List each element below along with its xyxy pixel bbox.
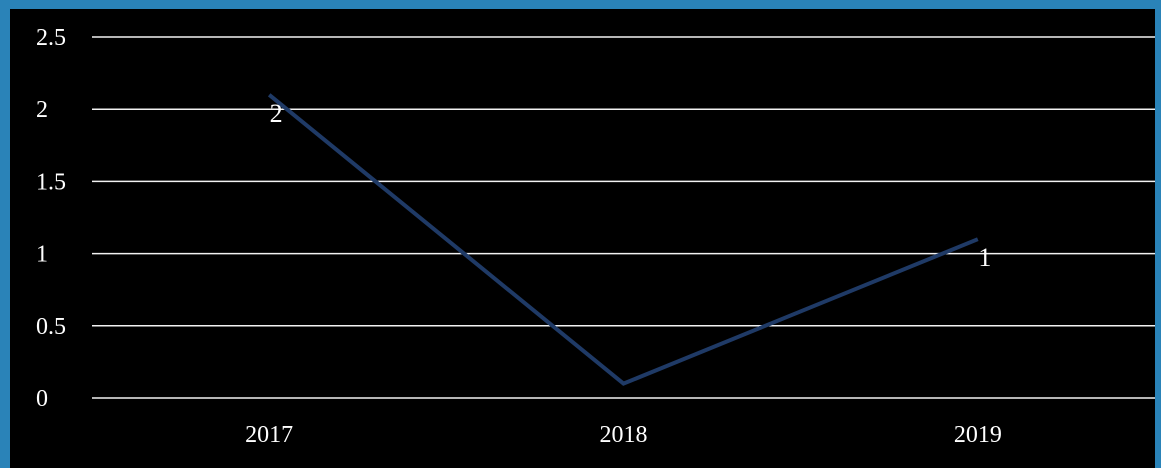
chart-background [10,9,1155,468]
y-tick-label: 2.5 [36,25,66,51]
y-tick-label: 1.5 [36,169,66,195]
data-label: 1 [978,243,991,272]
y-tick-label: 2 [36,97,48,123]
x-tick-label: 2019 [954,422,1002,448]
y-tick-label: 0.5 [36,314,66,340]
series-line [267,93,979,386]
x-tick-label: 2017 [245,422,293,448]
x-tick-label: 2018 [600,422,648,448]
data-label: 2 [270,99,283,128]
y-tick-label: 1 [36,242,48,268]
y-tick-label: 0 [36,386,48,412]
